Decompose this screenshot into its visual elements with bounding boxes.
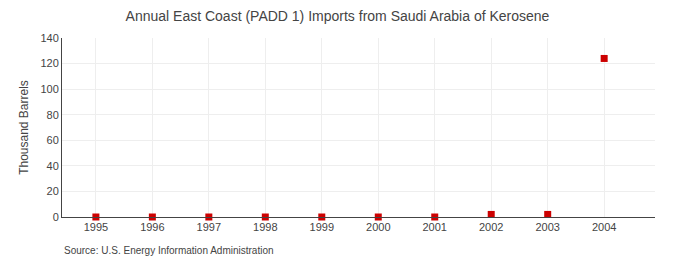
svg-text:2001: 2001: [422, 221, 446, 233]
svg-text:100: 100: [40, 83, 58, 95]
svg-text:2004: 2004: [592, 221, 616, 233]
svg-text:20: 20: [47, 185, 59, 197]
svg-text:Source: U.S. Energy Informatio: Source: U.S. Energy Information Administ…: [64, 245, 274, 256]
svg-text:Thousand Barrels: Thousand Barrels: [17, 80, 31, 175]
svg-text:40: 40: [47, 160, 59, 172]
svg-text:120: 120: [40, 57, 58, 69]
svg-text:Annual East Coast (PADD 1) Imp: Annual East Coast (PADD 1) Imports from …: [126, 8, 550, 24]
svg-text:60: 60: [47, 134, 59, 146]
svg-text:0: 0: [53, 211, 59, 223]
svg-text:1998: 1998: [253, 221, 277, 233]
svg-text:2002: 2002: [479, 221, 503, 233]
svg-text:1997: 1997: [197, 221, 221, 233]
svg-text:1995: 1995: [84, 221, 108, 233]
svg-text:80: 80: [47, 109, 59, 121]
svg-text:2003: 2003: [535, 221, 559, 233]
svg-text:1996: 1996: [140, 221, 164, 233]
svg-text:2000: 2000: [366, 221, 390, 233]
svg-text:140: 140: [40, 32, 58, 44]
svg-text:1999: 1999: [310, 221, 334, 233]
